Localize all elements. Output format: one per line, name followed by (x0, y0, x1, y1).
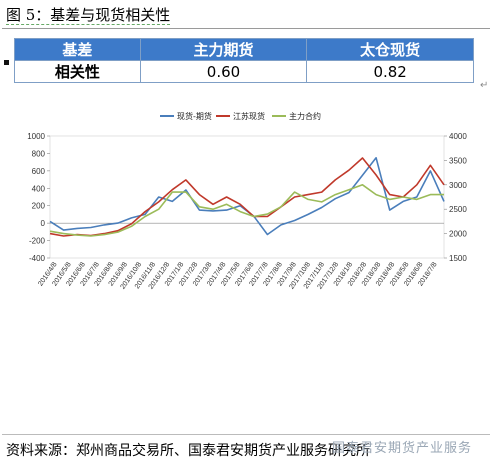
y-left-tick-label-6: 800 (32, 149, 46, 158)
y-right-tick-label-1: 2000 (449, 230, 467, 239)
source-note: 资料来源：郑州商品交易所、国泰君安期货产业服务研究所 (6, 443, 370, 459)
y-right-tick-label-0: 1500 (449, 254, 467, 263)
y-left-tick-label-0: -400 (29, 254, 46, 263)
watermark: 国泰君安期货产业服务 (332, 441, 473, 456)
legend-label-basis: 现货-期货 (177, 111, 212, 121)
y-left-tick-label-5: 600 (32, 167, 46, 176)
value-main-futures: 0.60 (139, 60, 308, 83)
y-left-tick-label-4: 400 (32, 184, 46, 193)
figure-title-text: 图 5：基差与现货相关性 (6, 6, 171, 25)
correlation-value-row: 相关性 0.60 0.82 (14, 60, 474, 83)
series-line-js (49, 157, 445, 237)
y-right-tick-label-4: 3500 (449, 156, 467, 165)
series-line-main (49, 184, 444, 237)
y-right-tick-label-5: 4000 (449, 132, 467, 141)
y-left-tick-label-3: 200 (32, 202, 46, 211)
value-taicang-spot: 0.82 (306, 60, 474, 83)
header-basis: 基差 (14, 38, 141, 61)
y-left-tick-label-1: -200 (29, 237, 46, 246)
plot-frame (49, 135, 445, 259)
correlation-table: 基差 主力期货 太仓现货 相关性 0.60 0.82 (14, 38, 474, 83)
title-divider (2, 28, 490, 29)
legend-label-js: 江苏现货 (233, 111, 265, 121)
figure-title: 图 5：基差与现货相关性 (6, 4, 171, 25)
y-left-tick-label-7: 1000 (27, 132, 45, 141)
header-main-futures: 主力期货 (139, 38, 308, 61)
row-label-correlation: 相关性 (14, 60, 141, 83)
y-right-tick-label-3: 3000 (449, 181, 467, 190)
header-taicang-spot: 太仓现货 (306, 38, 474, 61)
list-bullet-marker (4, 60, 9, 65)
paragraph-mark-icon: ↵ (480, 80, 489, 91)
chart-area: -400 -200 0 200 400 600 800 1000 1500 2000 2500 300… (27, 111, 467, 291)
y-left-tick-label-2: 0 (41, 219, 46, 228)
y-right-tick-label-2: 2500 (449, 205, 467, 214)
correlation-header-row: 基差 主力期货 太仓现货 (14, 38, 474, 61)
legend-label-main: 主力合约 (289, 111, 321, 121)
source-divider (2, 434, 490, 435)
